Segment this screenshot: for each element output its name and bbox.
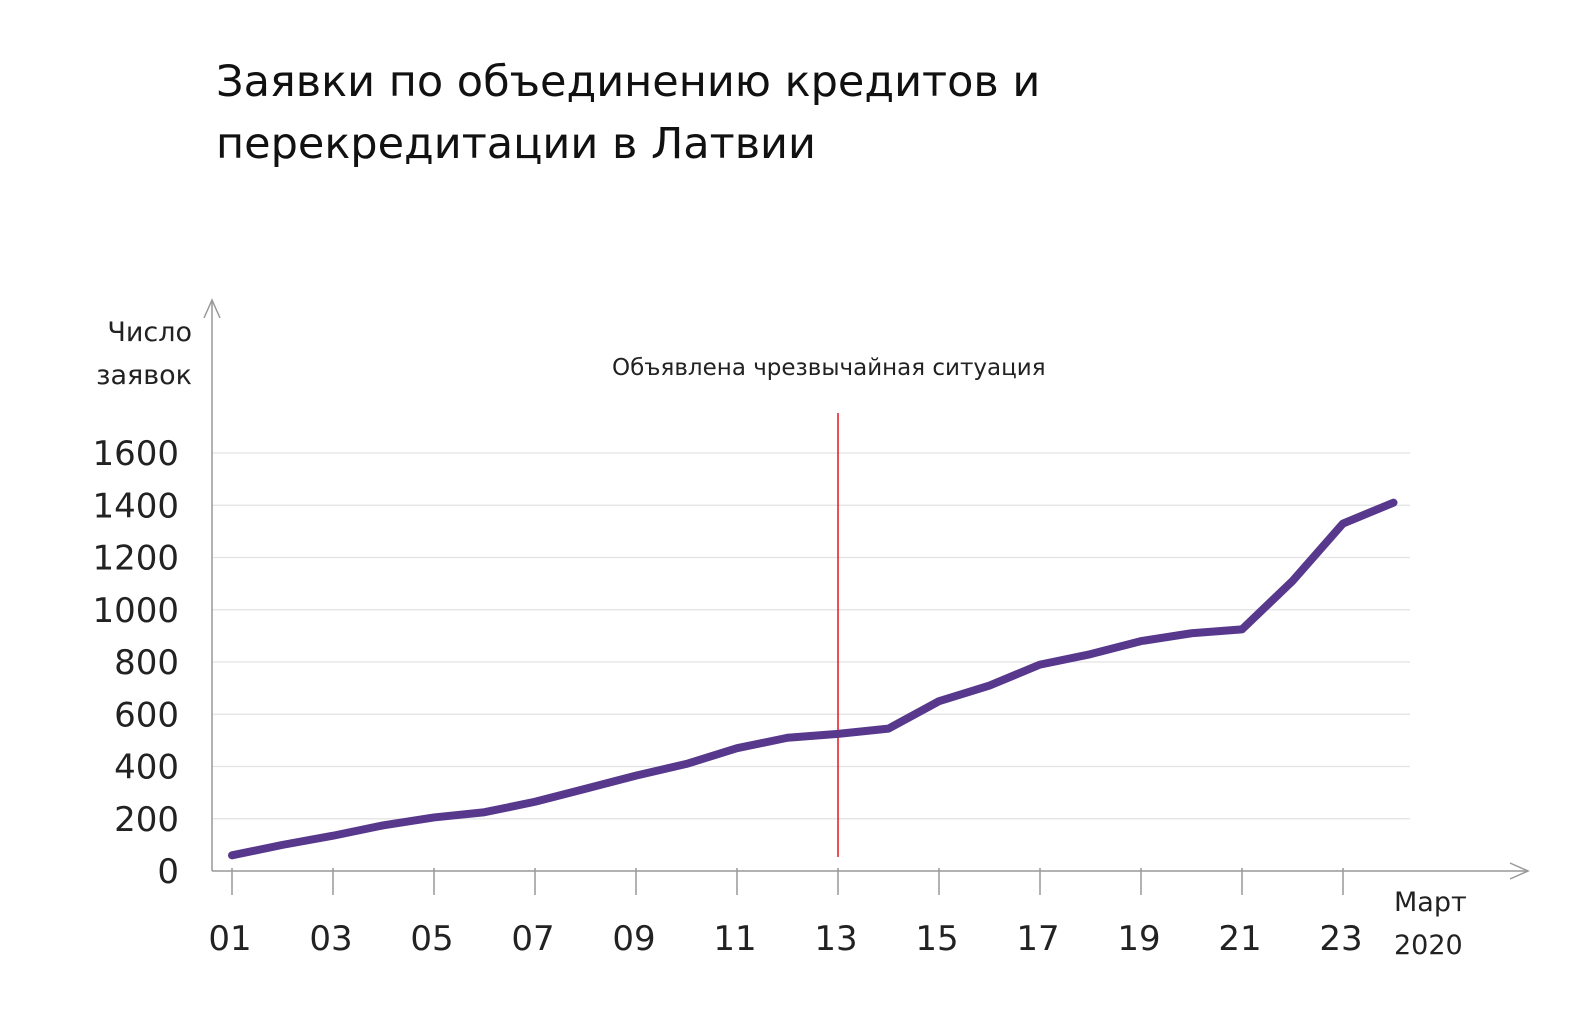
data-point-7 <box>531 798 539 806</box>
data-point-24 <box>1390 499 1397 507</box>
x-tick-label-03: 03 <box>309 919 352 959</box>
x-tick-label-09: 09 <box>612 919 655 959</box>
y-tick-label-1200: 1200 <box>92 539 179 579</box>
x-tick-label-01: 01 <box>208 919 251 959</box>
data-point-5 <box>430 813 438 821</box>
data-point-17 <box>1036 661 1044 669</box>
y-axis-label-line-2: заявок <box>96 360 192 391</box>
chart-title-line-2: перекредитации в Латвии <box>216 119 816 169</box>
data-point-23 <box>1339 520 1347 528</box>
x-tick-label-21: 21 <box>1218 919 1261 959</box>
x-tick-label-19: 19 <box>1117 919 1160 959</box>
annotation-label: Объявлена чрезвычайная ситуация <box>612 355 1046 381</box>
x-tick-label-13: 13 <box>814 919 857 959</box>
data-point-3 <box>329 832 337 840</box>
data-point-14 <box>885 725 892 733</box>
x-tick-label-17: 17 <box>1016 919 1059 959</box>
y-axis-arrow <box>203 298 221 319</box>
data-point-20 <box>1188 629 1195 637</box>
data-point-11 <box>733 744 741 752</box>
y-axis-label-line-1: Число <box>107 317 192 348</box>
data-point-12 <box>784 734 791 742</box>
y-tick-labels: 0 200 400 600 800 1000 1200 1400 1600 <box>92 434 179 892</box>
y-tick-label-400: 400 <box>114 748 179 788</box>
data-point-10 <box>683 760 690 768</box>
data-point-8 <box>582 785 589 793</box>
x-tick-label-05: 05 <box>410 919 453 959</box>
axes <box>203 298 1530 880</box>
x-axis-label: Март 2020 <box>1394 887 1467 961</box>
x-ticks: 01 03 05 07 09 11 13 15 17 19 21 23 <box>208 868 1363 959</box>
x-axis-arrow <box>1509 862 1530 880</box>
data-point-16 <box>986 682 993 690</box>
series-line <box>228 498 1398 860</box>
gridlines <box>212 452 1410 820</box>
data-point-18 <box>1087 650 1094 658</box>
data-point-15 <box>935 697 943 705</box>
annotations: Объявлена чрезвычайная ситуация <box>612 355 1046 857</box>
data-point-4 <box>380 821 387 829</box>
data-point-1 <box>228 851 236 859</box>
chart-title-line-1: Заявки по объединению кредитов и <box>216 57 1040 107</box>
y-tick-label-200: 200 <box>114 800 179 840</box>
x-axis-label-line-1: Март <box>1394 887 1467 918</box>
y-tick-label-800: 800 <box>114 643 179 683</box>
y-tick-label-1600: 1600 <box>92 434 179 474</box>
y-tick-label-600: 600 <box>114 695 179 735</box>
y-tick-label-0: 0 <box>157 852 179 892</box>
x-tick-label-23: 23 <box>1319 919 1362 959</box>
x-tick-label-07: 07 <box>511 919 554 959</box>
y-tick-label-1400: 1400 <box>92 486 179 526</box>
data-point-9 <box>632 772 640 780</box>
chart-title: Заявки по объединению кредитов и перекре… <box>216 57 1040 169</box>
series <box>228 498 1398 860</box>
data-point-13 <box>834 730 842 738</box>
data-point-19 <box>1137 637 1145 645</box>
data-point-22 <box>1289 577 1296 585</box>
data-point-21 <box>1238 625 1246 633</box>
y-axis-label: Число заявок <box>96 317 192 391</box>
x-tick-label-11: 11 <box>713 919 756 959</box>
x-axis-label-line-2: 2020 <box>1394 930 1463 961</box>
data-point-6 <box>481 808 488 816</box>
x-tick-label-15: 15 <box>915 919 958 959</box>
data-point-2 <box>279 841 286 849</box>
y-tick-label-1000: 1000 <box>92 591 179 631</box>
